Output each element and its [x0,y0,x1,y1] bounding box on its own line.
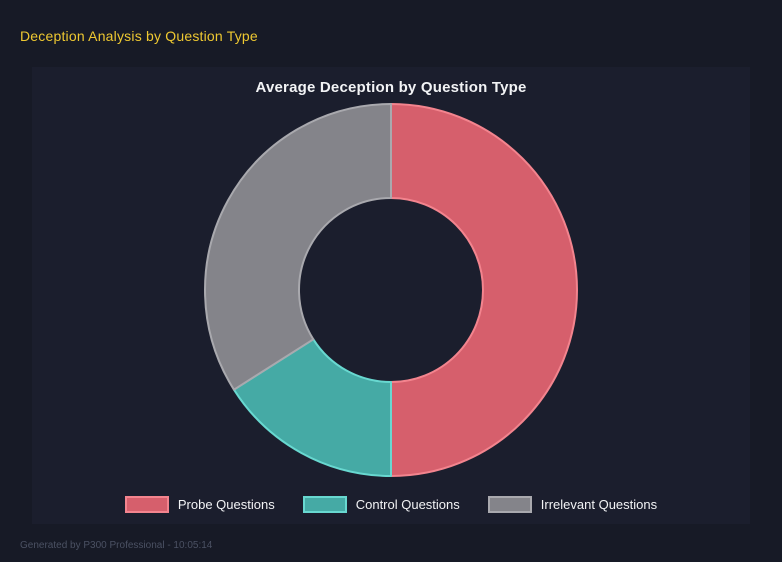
legend-label-irrelevant: Irrelevant Questions [540,497,658,512]
chart-legend: Probe Questions Control Questions Irrele… [124,496,658,513]
page-title: Deception Analysis by Question Type [20,28,258,44]
footer-generated-note: Generated by P300 Professional - 10:05:1… [20,540,213,551]
legend-item-probe-questions[interactable]: Probe Questions [124,496,275,513]
chart-title: Average Deception by Question Type [255,79,527,96]
legend-swatch-probe [124,496,169,513]
legend-item-irrelevant-questions[interactable]: Irrelevant Questions [487,496,658,513]
chart-panel: Average Deception by Question Type Probe… [32,67,750,524]
legend-label-probe: Probe Questions [177,497,275,512]
legend-swatch-irrelevant [487,496,532,513]
donut-segment-irrelevant-questions[interactable] [204,103,392,391]
legend-swatch-control [302,496,347,513]
donut-chart[interactable] [202,101,580,479]
donut-segment-control-questions[interactable] [232,338,392,477]
donut-segment-probe-questions[interactable] [390,103,578,477]
legend-item-control-questions[interactable]: Control Questions [302,496,460,513]
legend-label-control: Control Questions [355,497,460,512]
